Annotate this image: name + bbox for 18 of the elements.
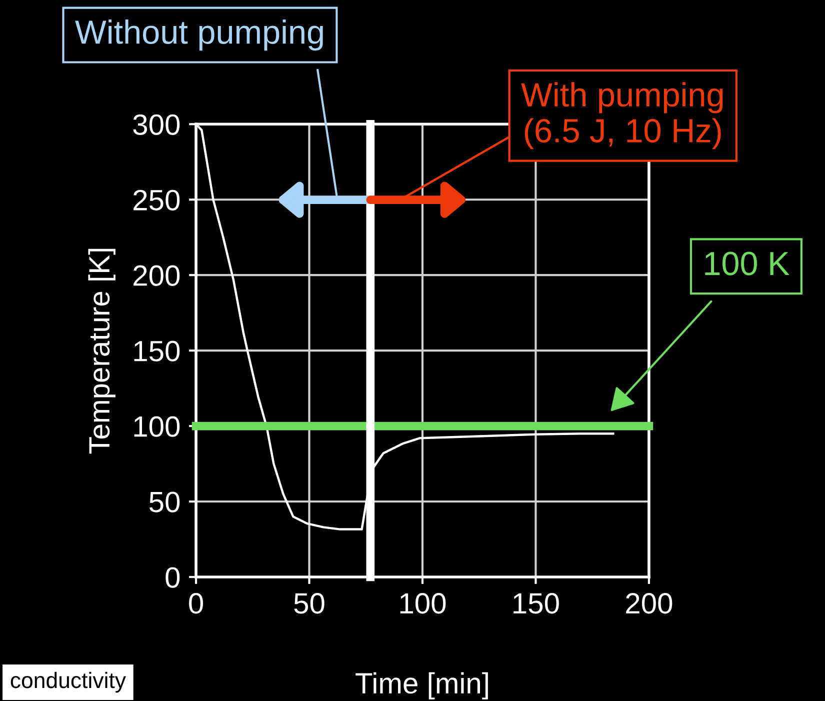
x-tick-label: 150 xyxy=(514,593,559,614)
text: conductivity xyxy=(10,672,126,693)
x-axis-title: Time [min] xyxy=(356,672,488,700)
y-tick-label: 0 xyxy=(166,567,180,588)
x-tick-label: 200 xyxy=(626,593,672,614)
text: Without pumping xyxy=(75,20,323,51)
y-tick-label: 50 xyxy=(149,492,180,512)
y-tick-label: 200 xyxy=(134,265,180,286)
x-tick-label: 100 xyxy=(400,593,446,614)
x-tick-label: 0 xyxy=(189,593,203,614)
text: 100 K xyxy=(705,252,790,276)
y-tick-label: 100 xyxy=(134,416,180,437)
x-tick-label: 50 xyxy=(294,593,324,614)
y-tick-label: 250 xyxy=(134,190,180,210)
y-axis-title: Temperature [K] xyxy=(88,248,116,454)
annotation: With pumping (6.5 J, 10 Hz) xyxy=(521,82,723,150)
y-tick-label: 150 xyxy=(134,340,180,362)
y-tick-label: 300 xyxy=(133,114,180,136)
